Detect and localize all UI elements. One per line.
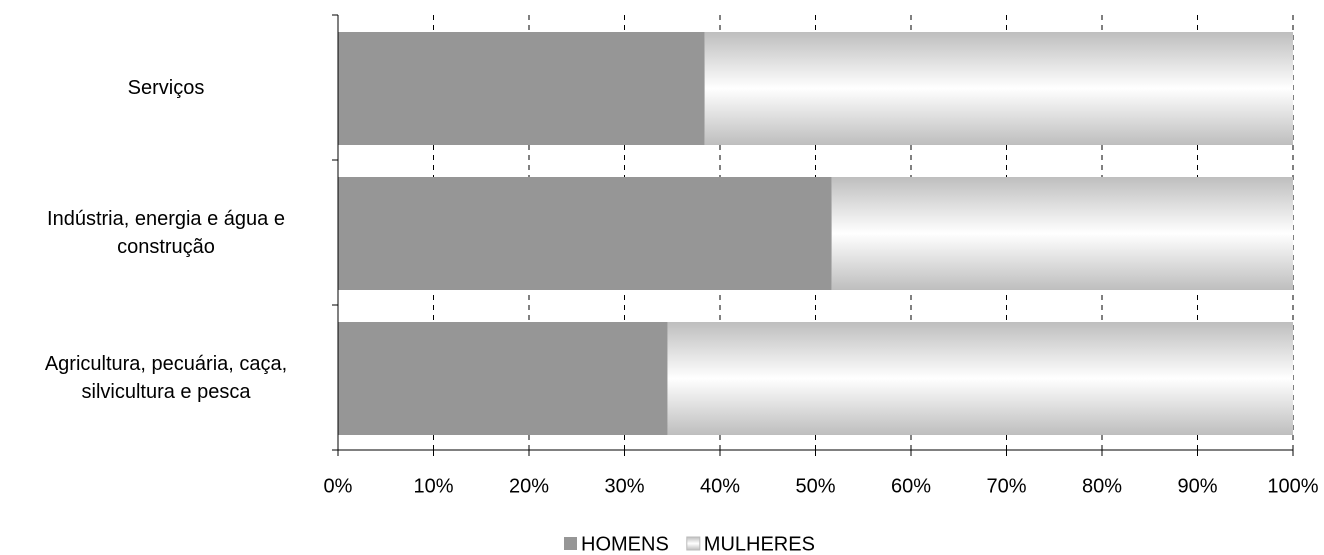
y-tick-label: Agricultura, pecuária, caça, silvicultur…	[44, 352, 288, 403]
x-tick-label: 70%	[986, 475, 1026, 497]
x-tick-label: 20%	[509, 475, 549, 497]
x-tick-label: 50%	[795, 475, 835, 497]
bar-segment	[667, 322, 1293, 435]
y-tick-label: Indústria, energia e água e construção	[47, 207, 285, 258]
legend-swatch	[686, 536, 701, 551]
x-tick-label: 90%	[1177, 475, 1217, 497]
x-tick-label: 100%	[1267, 475, 1318, 497]
bar-segment	[338, 32, 705, 145]
x-tick-label: 40%	[700, 475, 740, 497]
x-tick-label: 10%	[413, 475, 453, 497]
bar-segment	[338, 177, 832, 290]
legend-label: MULHERES	[704, 533, 815, 555]
bar-segment	[704, 32, 1293, 145]
bar-segment	[831, 177, 1293, 290]
x-tick-label: 60%	[891, 475, 931, 497]
legend-swatch	[564, 537, 577, 550]
legend-label: HOMENS	[581, 533, 669, 555]
x-tick-label: 80%	[1082, 475, 1122, 497]
x-tick-label: 30%	[604, 475, 644, 497]
y-tick-label: Serviços	[127, 76, 205, 99]
bar-segment	[338, 322, 668, 435]
x-tick-label: 0%	[324, 475, 353, 497]
